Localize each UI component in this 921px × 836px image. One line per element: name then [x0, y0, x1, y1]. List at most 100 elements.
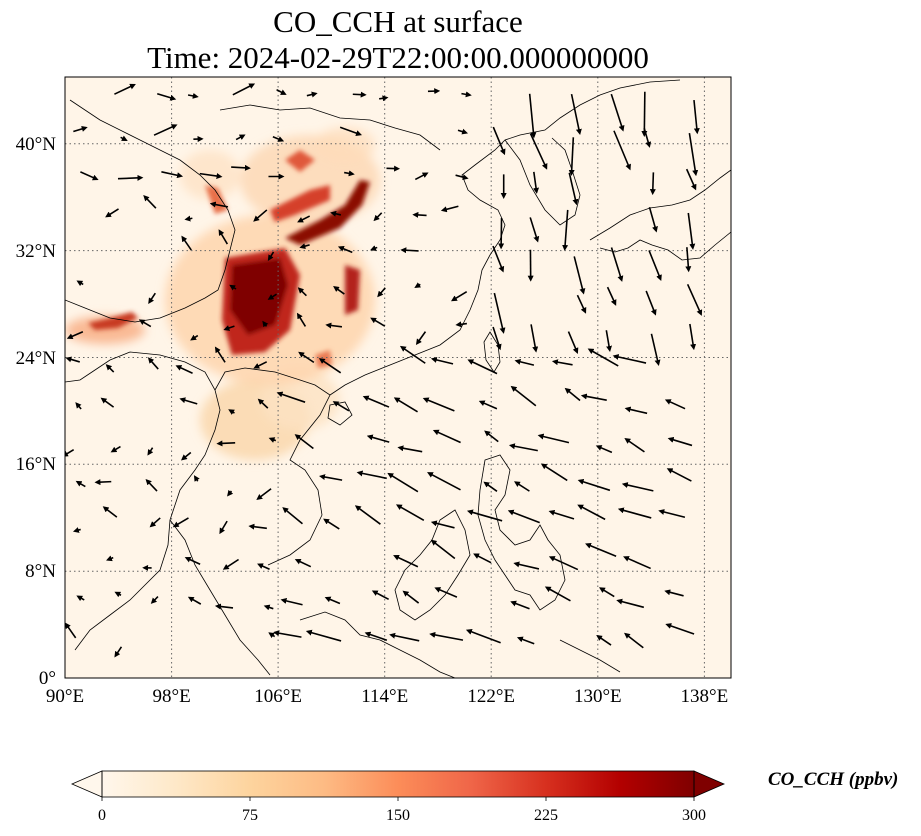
- wind-arrow: [145, 478, 158, 492]
- x-tick-label: 138°E: [681, 686, 729, 707]
- wind-arrow: [577, 504, 606, 521]
- x-tick-label: 114°E: [361, 686, 408, 707]
- wind-arrow: [393, 554, 419, 568]
- wind-arrow: [492, 126, 506, 156]
- wind-arrow: [440, 205, 459, 213]
- wind-arrow: [686, 283, 703, 316]
- wind-arrow: [650, 333, 661, 366]
- wind-arrow: [218, 229, 229, 245]
- map-subtitle-time: Time: 2024-02-29T22:00:00.000000000: [147, 40, 649, 75]
- wind-arrow: [319, 474, 343, 481]
- wind-arrow: [387, 472, 419, 493]
- wind-arrow: [193, 475, 200, 482]
- wind-arrow: [379, 95, 389, 102]
- y-tick-label: 0°: [39, 668, 56, 689]
- wind-arrow: [296, 312, 307, 327]
- wind-arrow: [624, 406, 648, 415]
- wind-arrow: [641, 91, 648, 137]
- wind-arrow: [262, 320, 269, 328]
- wind-arrow: [612, 354, 647, 364]
- wind-arrow: [276, 391, 306, 403]
- wind-arrow: [606, 286, 617, 306]
- wind-arrow: [461, 91, 472, 98]
- map-plot-area: [65, 77, 731, 678]
- wind-arrow: [434, 587, 458, 598]
- wind-arrow: [117, 174, 144, 181]
- wind-arrow: [529, 133, 548, 170]
- wind-arrow: [187, 596, 202, 605]
- wind-arrow: [685, 168, 697, 191]
- y-tick-label: 24°N: [16, 348, 57, 369]
- wind-arrow: [65, 356, 80, 363]
- wind-arrow: [94, 479, 112, 486]
- wind-arrow: [605, 330, 612, 352]
- colorbar-extend-min: [70, 770, 103, 798]
- wind-arrow: [610, 247, 624, 282]
- wind-arrow: [305, 629, 342, 642]
- wind-arrow: [105, 208, 119, 218]
- wind-arrow: [229, 284, 237, 291]
- wind-arrow: [294, 558, 312, 568]
- wind-arrow: [457, 128, 469, 135]
- wind-arrow: [366, 434, 390, 443]
- wind-arrow: [73, 126, 88, 133]
- x-tick-label: 130°E: [574, 686, 622, 707]
- colorbar-extend-max: [693, 770, 726, 798]
- wind-arrow: [427, 472, 461, 491]
- map-frame: [64, 76, 732, 679]
- wind-arrow: [362, 395, 390, 408]
- wind-arrow: [263, 604, 274, 611]
- wind-arrow: [248, 523, 267, 530]
- wind-arrow: [209, 201, 229, 208]
- wind-arrow: [412, 211, 427, 218]
- wind-arrow: [232, 83, 256, 96]
- wind-arrow: [570, 93, 582, 136]
- wind-arrow: [257, 398, 269, 409]
- wind-arrow: [492, 326, 502, 351]
- wind-arrow: [422, 397, 455, 412]
- wind-arrow: [280, 598, 303, 606]
- wind-arrow: [76, 280, 84, 287]
- wind-arrow: [114, 646, 123, 658]
- wind-arrow: [514, 358, 535, 366]
- wind-arrow: [257, 563, 270, 571]
- wind-arrow: [180, 451, 192, 461]
- wind-arrow: [75, 480, 86, 488]
- wind-arrow: [658, 509, 686, 519]
- wind-arrow: [373, 212, 383, 222]
- y-tick-label: 16°N: [16, 454, 57, 475]
- wind-arrow: [354, 505, 381, 525]
- wind-arrow: [484, 430, 499, 443]
- colorbar-title: CO_CCH (ppbv): [768, 769, 899, 790]
- wind-arrow: [214, 603, 234, 610]
- wind-arrow: [643, 127, 652, 148]
- wind-arrow: [75, 402, 82, 410]
- wind-arrow: [645, 290, 657, 316]
- wind-arrow: [613, 130, 631, 171]
- wind-vectors: [65, 83, 703, 658]
- co-concentration-field: [65, 127, 380, 460]
- wind-arrow: [397, 445, 423, 453]
- wind-arrow: [153, 124, 178, 136]
- wind-arrow: [516, 636, 535, 645]
- colorbar-tick-label: 225: [534, 807, 558, 824]
- wind-arrow: [548, 509, 575, 520]
- wind-arrow: [339, 126, 362, 136]
- wind-arrow: [227, 489, 234, 497]
- wind-arrow: [689, 323, 697, 351]
- wind-arrow: [389, 632, 420, 642]
- wind-arrow: [430, 357, 454, 365]
- wind-arrow: [648, 206, 658, 233]
- colorbar: 0 75 150 225 300: [70, 770, 726, 824]
- wind-arrow: [377, 287, 386, 298]
- wind-arrow: [568, 137, 575, 176]
- wind-arrow: [562, 209, 569, 251]
- coastlines-and-borders: [65, 79, 731, 678]
- colorbar-tick-label: 150: [386, 807, 410, 824]
- wind-arrow: [455, 174, 469, 180]
- wind-arrow: [648, 250, 662, 281]
- wind-arrow: [587, 348, 619, 367]
- wind-arrow: [344, 170, 355, 177]
- wind-arrow: [493, 292, 506, 334]
